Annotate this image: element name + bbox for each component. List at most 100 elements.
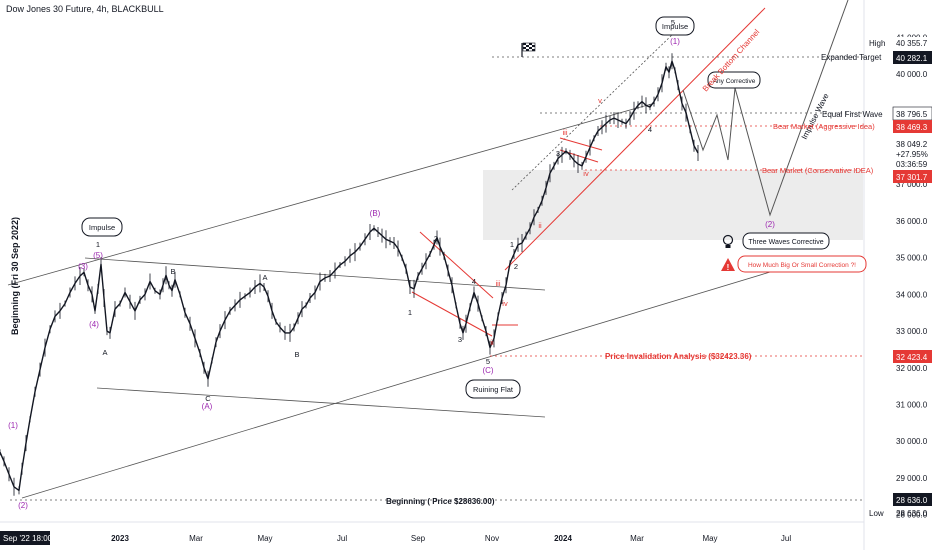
wave-B-paren: (B): [370, 209, 381, 218]
any-corrective-label: Any Corrective: [713, 78, 756, 85]
high-tag-value: 40 355.7: [896, 39, 928, 48]
y-tick-label: 33 000.0: [896, 327, 928, 336]
wave-A-small-1: A: [102, 348, 107, 357]
ruining-flat-box: [465, 379, 521, 399]
invalidation-tag-value: 32 423.4: [896, 353, 928, 362]
y-tick-label: 31 000.0: [896, 401, 928, 410]
ruining-flat-label: Ruining Flat: [473, 385, 514, 394]
beginning-label: Beginning ( Price $28636.00): [386, 497, 495, 506]
countdown-value: 03:36:59: [896, 160, 928, 169]
low-tag-value: 28 636.0: [896, 509, 928, 518]
impulse-top-box: [655, 16, 695, 36]
price-invalidation-label: Price Invalidation Analysis ($32423.36): [605, 352, 752, 361]
invalidation-tag-bg: [893, 350, 932, 363]
y-tick-label: 30 000.0: [896, 437, 928, 446]
y-axis-ticks: 28 000.0 29 000.0 30 000.0 31 000.0 32 000.0…: [896, 33, 928, 519]
y-tick-label: 29 000.0: [896, 474, 928, 483]
checkered-flag-icon: [521, 42, 536, 57]
wave-5-paren-left: (5): [93, 251, 103, 260]
x-tick-label: Jul: [781, 534, 791, 543]
impulse-upper-dotted: [511, 31, 676, 191]
wave-5-flat: 5: [486, 357, 490, 366]
change-value: +27.95%: [896, 150, 928, 159]
wave-4-paren-left: (4): [89, 320, 99, 329]
beginning-tag-bg: [893, 493, 932, 506]
wave-4-impulse: 4: [648, 125, 652, 134]
wave-1-small: 1: [96, 240, 100, 249]
three-waves-box: [742, 232, 830, 250]
lightbulb-icon: [722, 234, 734, 248]
aggressive-tag-bg: [893, 120, 932, 133]
x-tick-label: May: [702, 534, 717, 543]
impulse-left-label: Impulse: [89, 223, 115, 232]
wave-2-paren-left: (2): [18, 501, 28, 510]
wave-ii-flat: ii: [490, 338, 494, 347]
y-tick-label: 34 000.0: [896, 290, 928, 299]
chart-title: Dow Jones 30 Future, 4h, BLACKBULL: [6, 4, 164, 14]
last-price-tag-bg: [893, 138, 932, 170]
wave-1-paren-left: (1): [8, 421, 18, 430]
lower-channel-line: [21, 262, 801, 499]
bear-conservative-label: Bear Market (Conservative IDEA): [762, 166, 874, 175]
wave-5-impulse: 5: [671, 18, 675, 27]
abc-upper-line: [84, 257, 546, 291]
y-tick-label: 37 000.0: [896, 180, 928, 189]
bear-aggressive-label: Bear Market (Aggressive Idea): [773, 122, 875, 131]
y-tick-label: 35 000.0: [896, 254, 928, 263]
x-axis-ticks: 2023 Mar May Jul Sep Nov 2024 Mar May Jul: [111, 534, 791, 543]
red-iii-iv-upper: [559, 137, 603, 151]
high-tag-bg: [866, 37, 932, 49]
red-flat-upper: [419, 231, 494, 299]
expanded-target-label: Expanded Target: [821, 53, 882, 62]
wave-A-small-2: A: [262, 273, 267, 282]
break-bottom-channel-line: [504, 7, 766, 271]
wave-3-flat: 3: [458, 335, 462, 344]
upper-channel-line: [7, 102, 656, 286]
x-tick-label: Sep: [411, 534, 426, 543]
wave-iv-impulse: iv: [583, 169, 589, 178]
wave-B-small-2: B: [294, 350, 299, 359]
expanded-tag-bg: [893, 51, 932, 64]
x-tick-label: Nov: [485, 534, 499, 543]
last-price-value: 38 049.2: [896, 140, 928, 149]
three-waves-label: Three Waves Corrective: [748, 239, 823, 246]
beginning-tag-value: 28 636.0: [896, 496, 928, 505]
wave-ii-impulse: ii: [538, 221, 542, 230]
wave-1-impulse: 1: [510, 240, 514, 249]
wave-1-paren-top: (1): [670, 37, 680, 46]
x-tick-label: May: [257, 534, 272, 543]
wave-iii-flat: iii: [496, 279, 501, 288]
how-much-label: How Much Big Or Small Correction ?!: [748, 262, 856, 269]
abc-lower-line: [96, 387, 546, 418]
wave-B-small-1: B: [170, 267, 175, 276]
series-line-0: [0, 60, 699, 492]
warning-icon: !: [721, 258, 735, 272]
y-tick-label: 36 000.0: [896, 217, 928, 226]
y-tick-label: 28 000.0: [896, 511, 928, 520]
x-tick-label: 2024: [554, 534, 572, 543]
wave-C-paren: (C): [482, 366, 493, 375]
wave-C-small: C: [205, 394, 211, 403]
impulse-left-box: [81, 217, 123, 237]
conservative-tag-bg: [893, 170, 932, 183]
wave-2-paren-target: (2): [765, 220, 775, 229]
expanded-tag-value: 40 282.1: [896, 54, 928, 63]
x-tick-label: 2023: [111, 534, 129, 543]
x-tick-label: Mar: [630, 534, 644, 543]
wave-4-flat: 4: [472, 277, 476, 286]
wave-iii-impulse: iii: [563, 128, 568, 137]
wave-2-flat: 2: [434, 234, 438, 243]
y-axis-label: Beginning (Fri 30 Sep 2022): [10, 217, 20, 335]
wave-3-paren-left: (3): [78, 262, 88, 271]
equal-first-tag-value: 38 796.5: [896, 110, 928, 119]
any-corrective-box: [707, 71, 761, 89]
impulse-top-label: Impulse: [662, 22, 688, 31]
high-tag-label: High: [869, 39, 885, 48]
cursor-time-label: Sep '22 18:00: [3, 534, 53, 543]
wave-v-impulse: v: [598, 96, 602, 105]
low-tag-label: Low: [869, 509, 884, 518]
wave-2-impulse: 2: [514, 262, 518, 271]
cursor-time-bg: [0, 531, 50, 545]
